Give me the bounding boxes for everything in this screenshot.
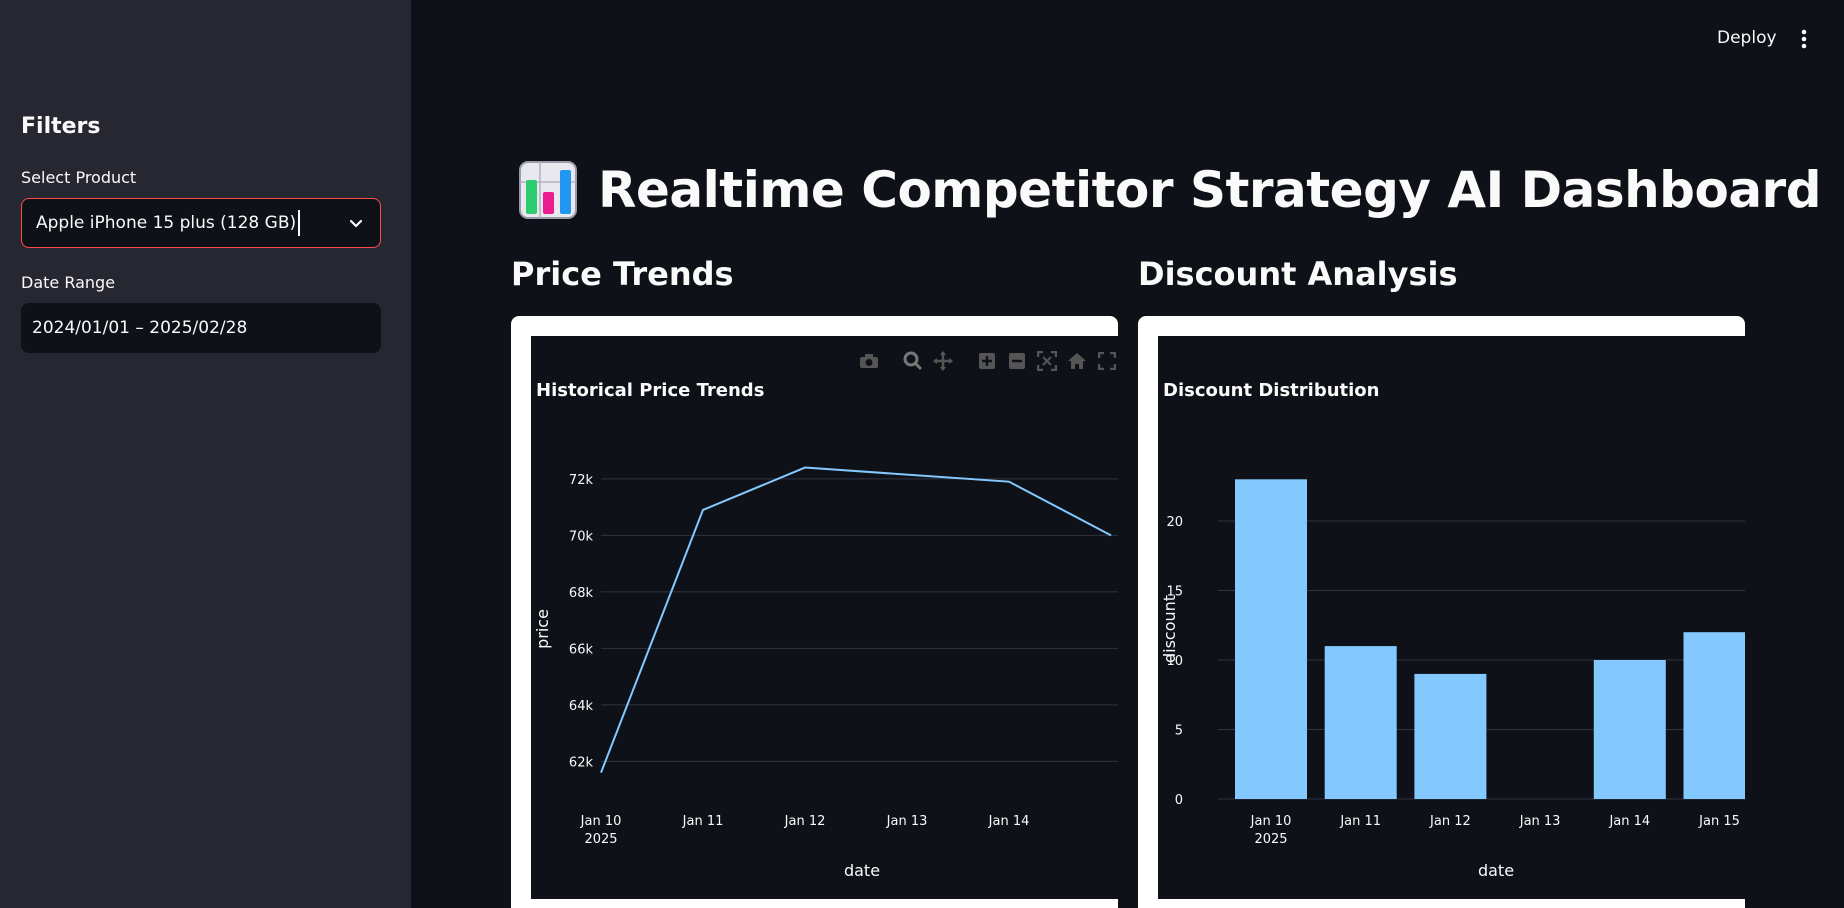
- date-range-value: 2024/01/01 – 2025/02/28: [32, 318, 248, 338]
- x-tick-label: Jan 13: [1519, 814, 1561, 829]
- x-tick-label: Jan 11: [682, 814, 724, 829]
- more-vertical-icon[interactable]: [1796, 27, 1812, 51]
- x-tick-label: Jan 10: [580, 814, 622, 829]
- y-axis-label: discount: [1160, 595, 1179, 663]
- date-range-input[interactable]: 2024/01/01 – 2025/02/28: [21, 303, 381, 353]
- product-label: Select Product: [21, 168, 137, 187]
- chart-modebar: [858, 350, 1118, 372]
- x-tick-label: Jan 13: [886, 814, 928, 829]
- y-tick-label: 5: [1175, 724, 1183, 739]
- x-tick-label: Jan 12: [784, 814, 826, 829]
- y-tick-label: 15: [1166, 585, 1183, 600]
- fullscreen-icon[interactable]: [1096, 350, 1118, 372]
- sidebar-heading: Filters: [21, 114, 101, 139]
- chevron-down-icon[interactable]: [346, 213, 366, 233]
- x-tick-label: Jan 15: [1698, 814, 1740, 829]
- sidebar: Filters Select Product Apple iPhone 15 p…: [0, 0, 411, 908]
- x-tick-label: Jan 11: [1339, 814, 1381, 829]
- camera-icon[interactable]: [858, 350, 880, 372]
- y-tick-label: 72k: [569, 473, 594, 488]
- discount-bar: [1593, 660, 1666, 799]
- date-range-label: Date Range: [21, 273, 116, 292]
- price-trends-heading: Price Trends: [511, 255, 734, 293]
- x-tick-year: 2025: [1254, 832, 1287, 847]
- discount-bar: [1414, 673, 1487, 799]
- pan-icon[interactable]: [932, 350, 954, 372]
- y-tick-label: 10: [1166, 654, 1183, 669]
- page-title: Realtime Competitor Strategy AI Dashboar…: [598, 161, 1822, 219]
- home-icon[interactable]: [1066, 350, 1088, 372]
- discount-bar: [1683, 632, 1745, 799]
- deploy-button[interactable]: Deploy: [1717, 28, 1777, 48]
- y-axis-label: price: [533, 609, 552, 649]
- y-tick-label: 62k: [569, 755, 594, 770]
- y-tick-label: 68k: [569, 586, 594, 601]
- zoom-out-icon[interactable]: [1006, 350, 1028, 372]
- price-series-line: [600, 466, 1112, 774]
- text-cursor: [298, 210, 301, 236]
- price-chart-title: Historical Price Trends: [536, 380, 765, 401]
- y-tick-label: 0: [1175, 793, 1183, 808]
- price-chart-plot: 62k 64k 66k 68k 70k 72k Jan 10 Jan 11 Jan 12 Jan …: [533, 466, 1118, 880]
- discount-chart[interactable]: Discount Distribution 0 5 10 15 20 Jan 10 Jan …: [1158, 336, 1745, 899]
- bar-chart-icon: [519, 161, 577, 219]
- zoom-in-icon[interactable]: [976, 350, 998, 372]
- product-select-value: Apple iPhone 15 plus (128 GB): [36, 213, 297, 233]
- discount-chart-title: Discount Distribution: [1163, 380, 1380, 401]
- zoom-icon[interactable]: [902, 350, 924, 372]
- x-tick-label: Jan 14: [988, 814, 1030, 829]
- x-tick-label: Jan 14: [1608, 814, 1650, 829]
- autoscale-icon[interactable]: [1036, 350, 1058, 372]
- discount-analysis-heading: Discount Analysis: [1138, 255, 1458, 293]
- price-chart[interactable]: Historical Price Trends 62k 64k 66k 68k 70k 7…: [531, 336, 1118, 899]
- y-tick-label: 66k: [569, 642, 594, 657]
- page-title-row: Realtime Competitor Strategy AI Dashboar…: [518, 160, 1822, 220]
- x-axis-label: date: [1478, 861, 1514, 880]
- discount-chart-plot: 0 5 10 15 20 Jan 10 Jan 11 Jan 12 Jan 13 Jan 14 Ja…: [1160, 479, 1745, 880]
- y-tick-label: 70k: [569, 529, 594, 544]
- product-select[interactable]: Apple iPhone 15 plus (128 GB): [21, 198, 381, 248]
- y-tick-label: 64k: [569, 699, 594, 714]
- discount-bar: [1324, 646, 1397, 799]
- x-tick-label: Jan 12: [1429, 814, 1471, 829]
- x-tick-label: Jan 10: [1250, 814, 1292, 829]
- y-tick-label: 20: [1166, 515, 1183, 530]
- x-tick-year: 2025: [584, 832, 617, 847]
- x-axis-label: date: [844, 861, 880, 880]
- discount-bar: [1235, 479, 1307, 799]
